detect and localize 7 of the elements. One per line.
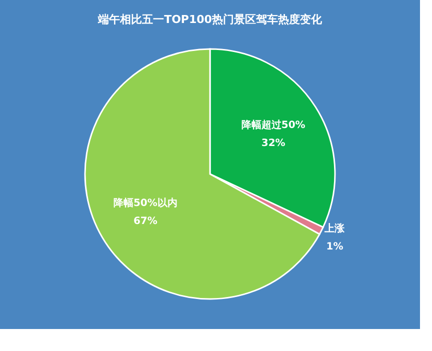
slice-label: 降幅50%以内 xyxy=(113,197,178,210)
chart-title: 端午相比五一TOP100热门景区驾车热度变化 xyxy=(97,13,323,26)
data-label: 1% xyxy=(326,242,344,253)
slice-label: 上涨 xyxy=(324,222,346,235)
data-label: 67% xyxy=(133,216,158,228)
slice-label: 降幅超过50% xyxy=(241,118,306,131)
data-label: 32% xyxy=(261,138,286,149)
